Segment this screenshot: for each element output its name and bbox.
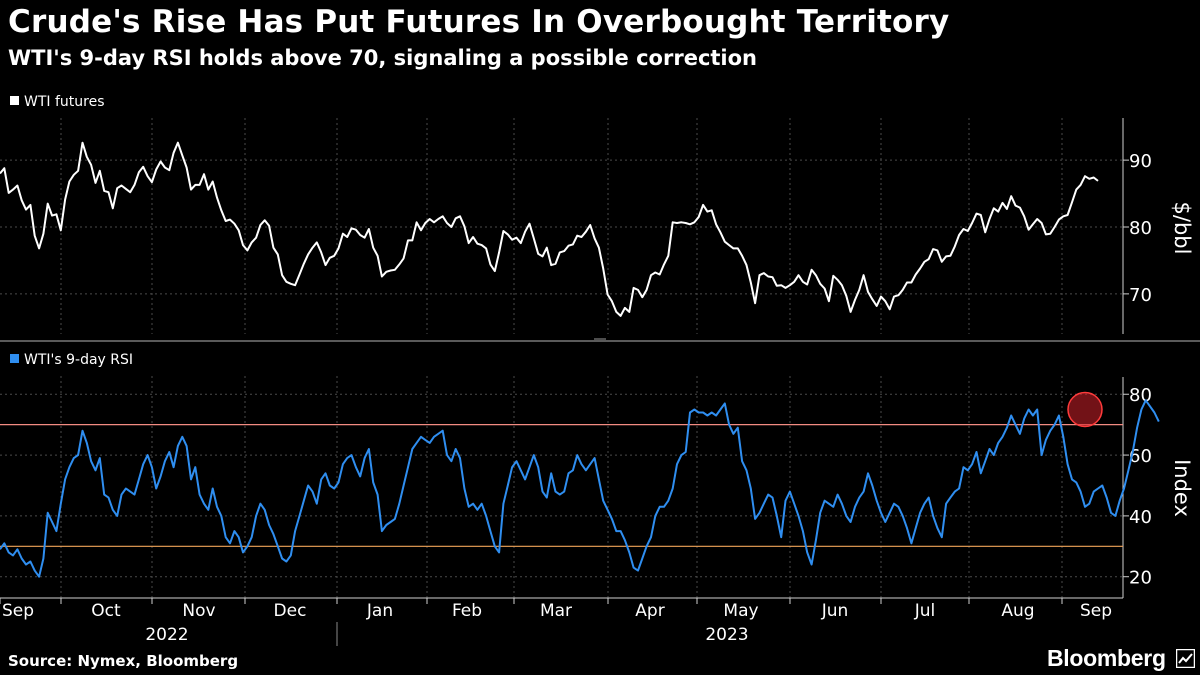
wti-panel-gridlines	[0, 159, 1123, 295]
x-axis-month-labels: Sep Oct Nov Dec Jan Feb Mar Apr May Jun Jul Aug Sep	[2, 601, 1112, 621]
rsi-legend-label: WTI's 9-day RSI	[24, 352, 133, 368]
wti-legend-label: WTI futures	[24, 94, 105, 110]
rsi-panel-gridlines	[0, 393, 1123, 578]
x-tick-label: Jun	[821, 601, 849, 621]
overbought-highlight-circle	[1067, 391, 1103, 428]
wti-y-axis-title: $/bbl	[1170, 202, 1194, 255]
x-axis-ticks	[0, 598, 1063, 604]
rsi-y-tick-label: 20	[1129, 568, 1152, 589]
wti-y-tick-label: 70	[1129, 285, 1152, 306]
chart-subtitle: WTI's 9-day RSI holds above 70, signalin…	[8, 46, 758, 70]
x-tick-label: Sep	[2, 601, 34, 621]
x-tick-label: Aug	[1001, 601, 1034, 621]
wti-futures-line	[0, 141, 1099, 317]
month-gridlines	[60, 118, 1063, 598]
x-tick-label: May	[723, 601, 758, 621]
rsi-y-axis-title: Index	[1170, 459, 1194, 517]
x-tick-label: Mar	[540, 601, 572, 621]
rsi-reference-lines	[0, 424, 1123, 547]
x-tick-label: Sep	[1080, 601, 1112, 621]
x-tick-label: Dec	[274, 601, 307, 621]
year-label-2022: 2022	[145, 625, 188, 645]
rsi-y-tick-label: 40	[1129, 507, 1152, 528]
x-tick-label: Apr	[635, 601, 664, 621]
bloomberg-terminal-icon	[1176, 649, 1195, 668]
source-note: Source: Nymex, Bloomberg	[8, 652, 239, 670]
x-tick-label: Feb	[452, 601, 482, 621]
x-tick-label: Jul	[914, 601, 936, 621]
x-tick-label: Nov	[182, 601, 215, 621]
rsi-legend-swatch	[10, 354, 19, 363]
year-label-2023: 2023	[705, 625, 748, 645]
bloomberg-logo-text: Bloomberg	[1047, 645, 1166, 671]
wti-y-tick-label: 90	[1129, 151, 1152, 172]
rsi-y-tick-label: 60	[1129, 446, 1152, 467]
wti-legend-swatch	[10, 96, 19, 105]
x-tick-label: Oct	[91, 601, 121, 621]
chart-title: Crude's Rise Has Put Futures In Overboug…	[8, 4, 950, 40]
x-tick-label: Jan	[366, 601, 393, 621]
wti-y-tick-label: 80	[1129, 218, 1152, 239]
wti-y-ticks: 70 80 90	[1123, 151, 1152, 306]
rsi-line	[0, 399, 1160, 578]
